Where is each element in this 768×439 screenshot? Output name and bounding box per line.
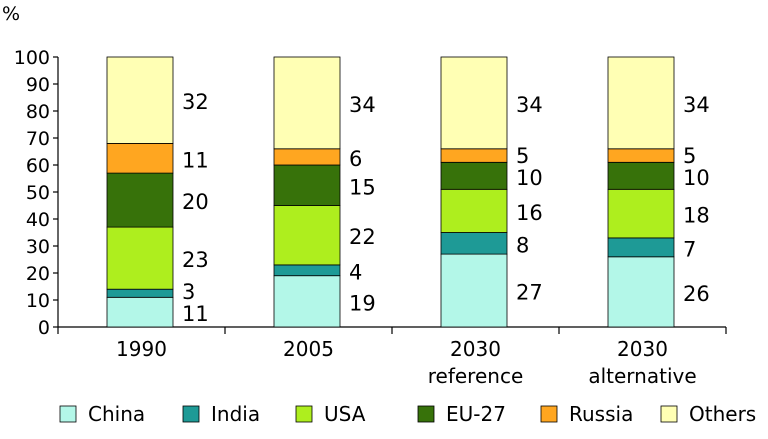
bar-segment-others	[106, 56, 174, 144]
y-tick-label: 40	[26, 209, 50, 231]
data-label: 34	[683, 93, 710, 117]
data-label: 34	[349, 93, 376, 117]
data-label: 5	[683, 144, 696, 168]
bar-segment-others	[607, 56, 675, 150]
legend-item-china: China	[59, 402, 145, 426]
data-label: 26	[683, 282, 710, 306]
bar-segment-others	[440, 56, 508, 150]
y-tick-label: 20	[26, 263, 50, 285]
y-tick-label: 100	[14, 47, 50, 69]
y-tick-label: 30	[26, 236, 50, 258]
legend-swatch	[417, 405, 435, 423]
bar-segment-usa	[273, 205, 341, 266]
legend-label: EU-27	[446, 402, 506, 426]
data-label: 34	[516, 93, 543, 117]
legend-swatch	[182, 405, 200, 423]
y-tick-label: 60	[26, 155, 50, 177]
legend-label: Russia	[569, 402, 633, 426]
bar-segment-russia	[440, 148, 508, 163]
legend-item-others: Others	[660, 402, 756, 426]
legend-swatch	[59, 405, 77, 423]
y-tick-label: 80	[26, 101, 50, 123]
y-tick-label: 50	[26, 182, 50, 204]
bar-segment-china	[440, 253, 508, 328]
bar-segment-eu-27	[607, 161, 675, 190]
data-label: 11	[182, 302, 209, 326]
bar-segment-usa	[106, 226, 174, 290]
bar-segment-eu-27	[440, 161, 508, 190]
legend-swatch	[660, 405, 678, 423]
x-category-label: 2030	[617, 337, 668, 361]
bar-segment-india	[607, 237, 675, 258]
bars	[106, 56, 675, 328]
bar-segment-eu-27	[273, 164, 341, 206]
legend: China India USA EU-27 Russia Others	[59, 402, 756, 426]
legend-label: USA	[324, 402, 366, 426]
data-label: 11	[182, 148, 209, 172]
data-label: 4	[349, 260, 362, 284]
x-category-label: 2005	[283, 337, 334, 361]
legend-swatch	[295, 405, 313, 423]
data-label: 20	[182, 190, 209, 214]
data-label: 8	[516, 233, 529, 257]
data-label: 6	[349, 147, 362, 171]
data-label: 19	[349, 291, 376, 315]
data-label: 10	[516, 166, 543, 190]
legend-item-india: India	[182, 402, 260, 426]
legend-label: China	[88, 402, 145, 426]
bar-segment-russia	[273, 148, 341, 166]
bar-segment-india	[106, 288, 174, 298]
bar-segment-russia	[106, 142, 174, 174]
data-label: 3	[182, 280, 195, 304]
data-labels: 1132320113219422156342781610534267181053…	[182, 90, 710, 326]
y-tick-label: 90	[26, 74, 50, 96]
legend-item-eu-27: EU-27	[417, 402, 506, 426]
x-category-label: 2030	[450, 337, 501, 361]
legend-label: Others	[689, 402, 756, 426]
data-label: 10	[683, 166, 710, 190]
bar-segment-china	[273, 275, 341, 328]
bar-segment-others	[273, 56, 341, 150]
data-label: 32	[182, 90, 209, 114]
data-label: 7	[683, 237, 696, 261]
data-label: 23	[182, 248, 209, 272]
data-label: 16	[516, 201, 543, 225]
bar-segment-usa	[607, 188, 675, 239]
bar-segment-china	[106, 296, 174, 328]
data-label: 5	[516, 144, 529, 168]
legend-item-russia: Russia	[540, 402, 633, 426]
x-category-label: alternative	[588, 364, 696, 388]
data-label: 18	[683, 204, 710, 228]
bar-segment-usa	[440, 188, 508, 233]
bar-segment-eu-27	[106, 172, 174, 228]
y-unit-label: %	[2, 3, 20, 25]
bar-segment-china	[607, 256, 675, 328]
x-category-label: 1990	[116, 337, 167, 361]
y-tick-label: 0	[38, 317, 50, 339]
data-label: 15	[349, 175, 376, 199]
y-tick-label: 70	[26, 128, 50, 150]
legend-label: India	[211, 402, 260, 426]
data-label: 22	[349, 225, 376, 249]
bar-segment-india	[440, 232, 508, 255]
y-tick-label: 10	[26, 290, 50, 312]
data-label: 27	[516, 281, 543, 305]
legend-swatch	[540, 405, 558, 423]
bar-segment-russia	[607, 148, 675, 163]
bar-segment-india	[273, 264, 341, 277]
legend-item-usa: USA	[295, 402, 366, 426]
x-category-label: reference	[428, 364, 524, 388]
